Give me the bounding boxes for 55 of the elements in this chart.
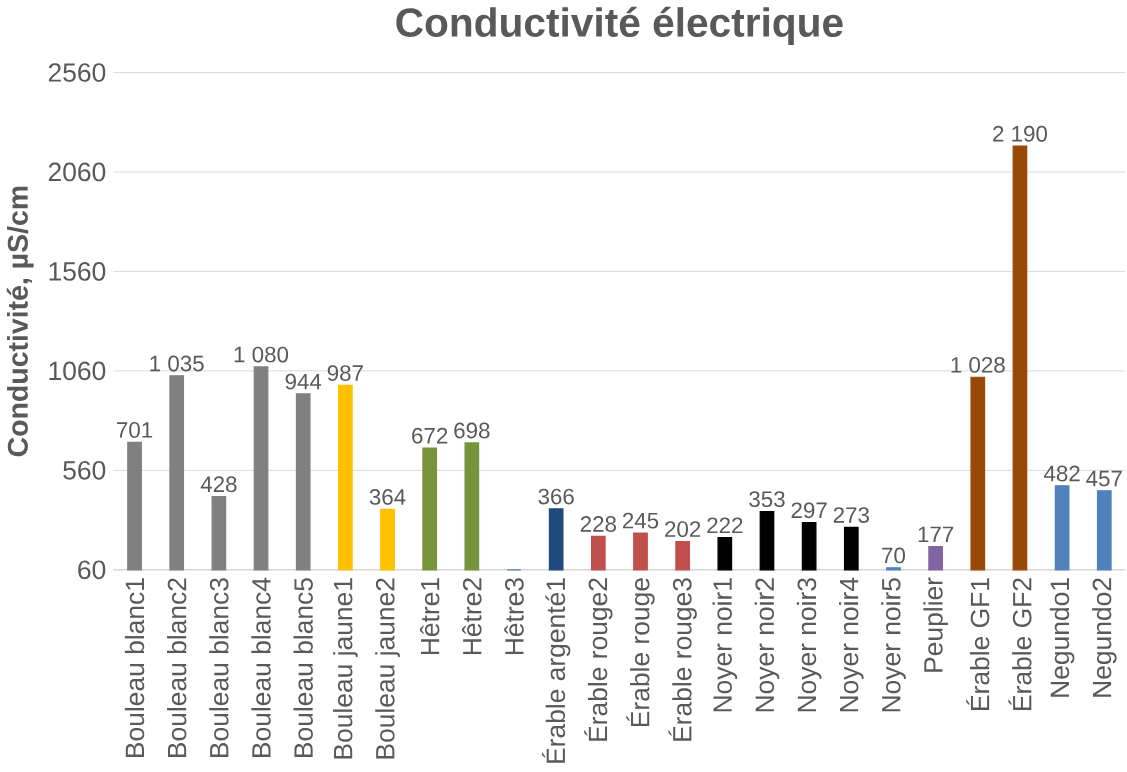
data-label: 177 — [918, 526, 954, 543]
data-label: 245 — [622, 512, 659, 529]
data-label: 366 — [538, 488, 574, 505]
data-label: 1 028 — [951, 357, 1005, 373]
x-tick-label: Bouleau blanc2 — [167, 578, 187, 758]
x-tick-label: Noyer noir2 — [754, 578, 780, 712]
x-tick-label: Bouleau jaune2 — [375, 578, 400, 759]
y-tick-label: 560 — [63, 461, 106, 480]
data-label: 2 190 — [993, 125, 1047, 142]
x-tick-label: Peuplier — [923, 577, 948, 672]
data-label: 944 — [285, 373, 322, 390]
data-label: 353 — [749, 491, 785, 508]
data-label: 698 — [454, 422, 490, 439]
x-tick-label: Bouleau blanc1 — [124, 578, 145, 758]
x-tick-label: Negundo1 — [1049, 578, 1075, 697]
data-label: 672 — [412, 427, 448, 444]
data-label: 482 — [1043, 465, 1080, 482]
y-tick-label: 60 — [78, 560, 106, 580]
data-label: 228 — [580, 516, 616, 533]
x-tick-label: Érable GF1 — [966, 578, 990, 711]
y-tick-label: 2060 — [48, 162, 106, 182]
data-label: 1 035 — [150, 355, 204, 372]
x-tick-label: Bouleau blanc5 — [293, 578, 313, 758]
x-tick-label: Hêtre2 — [462, 578, 482, 655]
data-label: 457 — [1086, 470, 1122, 487]
x-tick-label: Érable rouge2 — [584, 578, 613, 741]
chart-title: Conductivité électrique — [396, 6, 843, 46]
x-tick-label: Negundo2 — [1091, 578, 1117, 697]
data-label: 222 — [707, 517, 743, 534]
data-label: 428 — [200, 476, 237, 493]
x-tick-label: Hêtre1 — [419, 578, 440, 655]
x-tick-label: Noyer noir3 — [796, 578, 822, 712]
x-tick-label: Hêtre3 — [504, 578, 524, 655]
data-label: 1 080 — [234, 346, 289, 363]
x-tick-label: Noyer noir5 — [881, 578, 906, 712]
x-tick-label: Érable GF2 — [1008, 578, 1032, 711]
x-tick-label: Noyer noir4 — [838, 577, 864, 712]
x-tick-label: Noyer noir1 — [712, 578, 738, 712]
data-label: 297 — [791, 502, 827, 519]
data-label: 202 — [665, 521, 701, 538]
data-label: 273 — [833, 507, 869, 524]
data-label: 987 — [327, 365, 363, 382]
x-tick-label: Érable rouge3 — [668, 578, 697, 741]
x-tick-label: Bouleau jaune1 — [333, 578, 358, 759]
data-label: 701 — [117, 422, 153, 438]
y-tick-label: 2560 — [48, 63, 106, 82]
y-tick-label: 1560 — [49, 262, 106, 281]
data-label: 364 — [369, 489, 406, 505]
x-tick-label: Bouleau blanc4 — [251, 577, 271, 758]
data-label: 70 — [882, 547, 905, 564]
x-tick-label: Bouleau blanc3 — [209, 578, 229, 758]
x-tick-label: Érable argenté1 — [541, 578, 571, 763]
x-tick-label: Érable rouge — [626, 578, 655, 727]
y-axis-title: Conductivité, µS/cm — [6, 186, 34, 457]
y-tick-label: 1060 — [49, 361, 106, 381]
